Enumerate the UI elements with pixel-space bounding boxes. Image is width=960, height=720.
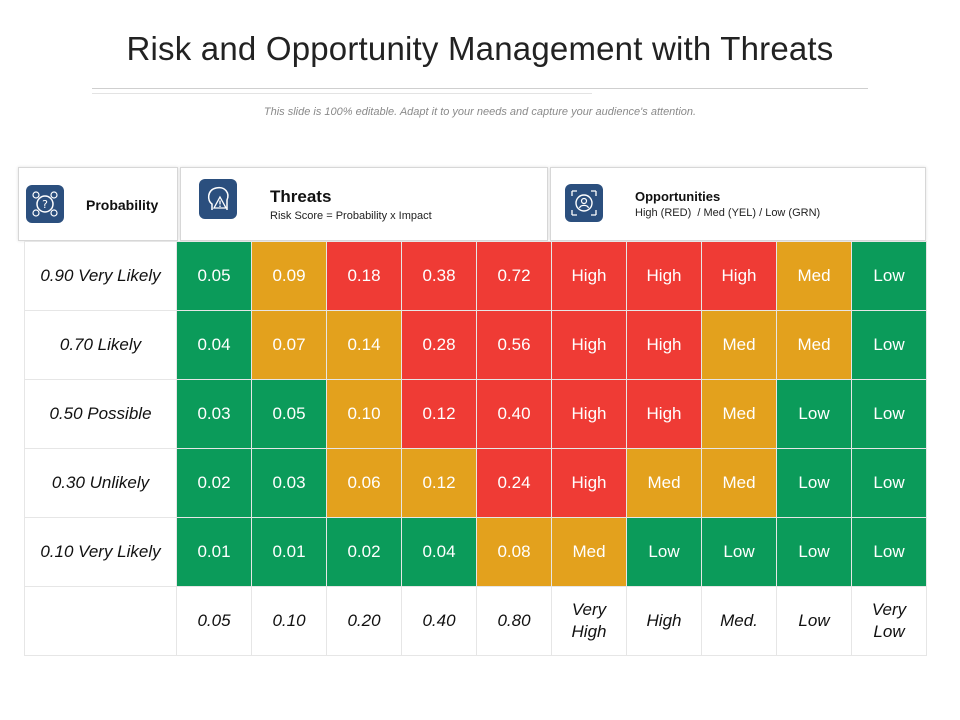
opportunity-rating-cell: Low xyxy=(776,379,852,449)
threat-score-cell: 0.08 xyxy=(476,517,552,587)
opportunity-rating-cell: Med xyxy=(626,448,702,518)
page-title: Risk and Opportunity Management with Thr… xyxy=(126,30,834,67)
opportunity-rating-cell: Low xyxy=(776,517,852,587)
impact-label: 0.40 xyxy=(401,586,477,656)
threat-score-cell: 0.18 xyxy=(326,241,402,311)
opportunities-label: Opportunities xyxy=(635,189,721,204)
threat-score-cell: 0.05 xyxy=(251,379,327,449)
threat-score-cell: 0.04 xyxy=(176,310,252,380)
opportunities-legend: High (RED) / Med (YEL) / Low (GRN) xyxy=(635,207,821,219)
impact-label: Med. xyxy=(701,586,777,656)
threat-score-cell: 0.03 xyxy=(251,448,327,518)
threats-formula: Risk Score = Probability x Impact xyxy=(270,210,432,222)
opportunity-rating-cell: Med xyxy=(701,448,777,518)
opportunity-rating-cell: Med xyxy=(776,310,852,380)
threat-score-cell: 0.03 xyxy=(176,379,252,449)
threat-score-cell: 0.02 xyxy=(176,448,252,518)
opportunity-rating-cell: Med xyxy=(776,241,852,311)
threat-score-cell: 0.38 xyxy=(401,241,477,311)
threat-score-cell: 0.40 xyxy=(476,379,552,449)
matrix-row: 0.90 Very Likely 0.05 0.09 0.18 0.38 0.72 High… xyxy=(24,241,927,311)
threat-score-cell: 0.24 xyxy=(476,448,552,518)
svg-text:?: ? xyxy=(42,198,48,211)
page-subtitle: This slide is 100% editable. Adapt it to… xyxy=(263,106,697,118)
threat-score-cell: 0.14 xyxy=(326,310,402,380)
title-divider xyxy=(92,88,868,89)
threat-score-cell: 0.02 xyxy=(326,517,402,587)
impact-label: 0.80 xyxy=(476,586,552,656)
threat-score-cell: 0.01 xyxy=(176,517,252,587)
matrix-row: 0.50 Possible 0.03 0.05 0.10 0.12 0.40 High Hig… xyxy=(24,379,927,449)
opportunity-rating-cell: High xyxy=(626,310,702,380)
head-warning-icon xyxy=(199,179,237,219)
matrix-row: 0.70 Likely 0.04 0.07 0.14 0.28 0.56 High High M… xyxy=(24,310,927,380)
impact-label: Low xyxy=(776,586,852,656)
opportunity-rating-cell: Low xyxy=(851,517,927,587)
matrix-row: 0.10 Very Likely 0.01 0.01 0.02 0.04 0.08 Med L… xyxy=(24,517,927,587)
impact-label: 0.05 xyxy=(176,586,252,656)
threat-score-cell: 0.12 xyxy=(401,448,477,518)
opportunity-rating-cell: High xyxy=(551,448,627,518)
opportunity-rating-cell: High xyxy=(701,241,777,311)
threat-score-cell: 0.72 xyxy=(476,241,552,311)
probability-label: Probability xyxy=(86,197,159,213)
threat-score-cell: 0.12 xyxy=(401,379,477,449)
opportunity-rating-cell: Low xyxy=(851,448,927,518)
risk-matrix: 0.90 Very Likely 0.05 0.09 0.18 0.38 0.72 High… xyxy=(24,241,927,656)
person-target-icon xyxy=(565,184,603,222)
opportunity-rating-cell: High xyxy=(626,379,702,449)
matrix-row: 0.30 Unlikely 0.02 0.03 0.06 0.12 0.24 High Med… xyxy=(24,448,927,518)
impact-row-corner xyxy=(24,586,177,656)
opportunity-rating-cell: Low xyxy=(851,379,927,449)
title-divider-secondary xyxy=(92,93,592,94)
threat-score-cell: 0.09 xyxy=(251,241,327,311)
probability-row-label: 0.70 Likely xyxy=(24,310,177,380)
probability-header: ? Probability xyxy=(18,167,178,241)
opportunity-rating-cell: Low xyxy=(851,310,927,380)
threat-score-cell: 0.01 xyxy=(251,517,327,587)
probability-row-label: 0.10 Very Likely xyxy=(24,517,177,587)
probability-row-label: 0.50 Possible xyxy=(24,379,177,449)
threats-label: Threats xyxy=(270,187,332,206)
opportunity-rating-cell: Med xyxy=(701,310,777,380)
threat-score-cell: 0.10 xyxy=(326,379,402,449)
opportunity-rating-cell: Low xyxy=(776,448,852,518)
impact-label: Very Low xyxy=(851,586,927,656)
probability-row-label: 0.90 Very Likely xyxy=(24,241,177,311)
impact-label: Very High xyxy=(551,586,627,656)
opportunity-rating-cell: Low xyxy=(626,517,702,587)
gears-question-icon: ? xyxy=(26,185,64,223)
opportunity-rating-cell: High xyxy=(551,379,627,449)
impact-label: 0.20 xyxy=(326,586,402,656)
opportunity-rating-cell: Med xyxy=(701,379,777,449)
opportunity-rating-cell: High xyxy=(551,310,627,380)
threat-score-cell: 0.56 xyxy=(476,310,552,380)
opportunity-rating-cell: Med xyxy=(551,517,627,587)
opportunity-rating-cell: High xyxy=(551,241,627,311)
opportunity-rating-cell: High xyxy=(626,241,702,311)
threat-score-cell: 0.05 xyxy=(176,241,252,311)
threat-score-cell: 0.04 xyxy=(401,517,477,587)
impact-row: 0.05 0.10 0.20 0.40 0.80 Very High High Med. Low… xyxy=(24,586,927,656)
threat-score-cell: 0.28 xyxy=(401,310,477,380)
threat-score-cell: 0.07 xyxy=(251,310,327,380)
probability-row-label: 0.30 Unlikely xyxy=(24,448,177,518)
threat-score-cell: 0.06 xyxy=(326,448,402,518)
opportunities-header: Opportunities High (RED) / Med (YEL) / L… xyxy=(550,167,926,241)
threats-header: Threats Risk Score = Probability x Impac… xyxy=(180,167,548,241)
opportunity-rating-cell: Low xyxy=(701,517,777,587)
impact-label: High xyxy=(626,586,702,656)
impact-label: 0.10 xyxy=(251,586,327,656)
opportunity-rating-cell: Low xyxy=(851,241,927,311)
